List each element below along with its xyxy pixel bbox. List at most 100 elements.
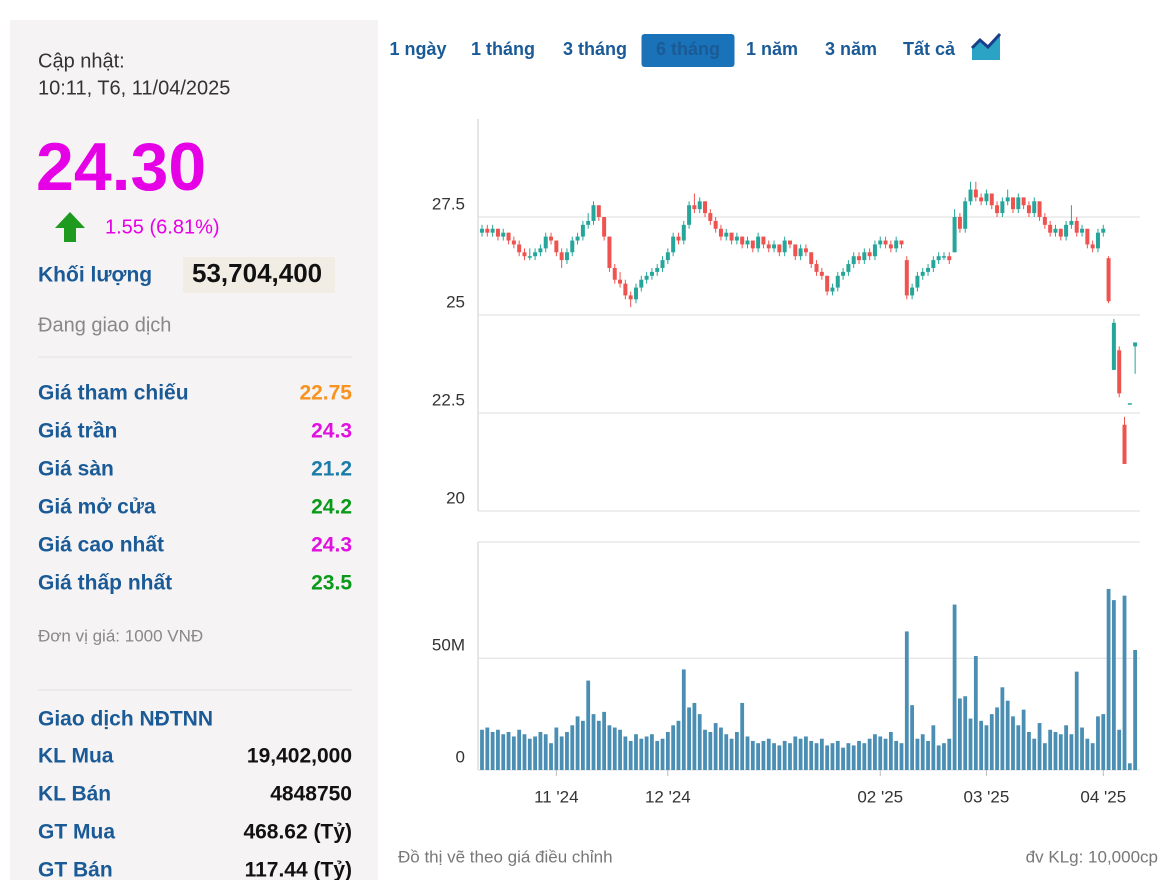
candle-body (782, 240, 787, 253)
candle-body (676, 236, 681, 241)
candle-body (888, 244, 893, 249)
volume-bar (798, 738, 803, 770)
volume-bar (1085, 738, 1090, 770)
volume-bar (639, 738, 644, 770)
candle-body (655, 267, 660, 272)
x-tick-label: 02 '25 (857, 787, 903, 806)
volume-bar (681, 669, 686, 770)
candle-body (878, 240, 883, 245)
volume-bar (687, 707, 691, 770)
volume-bar (809, 740, 814, 770)
volume-bar (533, 736, 537, 770)
candle-body (1080, 228, 1085, 233)
volume-bar (942, 743, 946, 770)
candle-body (485, 228, 490, 233)
volume-bar (1074, 671, 1079, 770)
tab[interactable]: 3 tháng (563, 39, 627, 59)
candle-body (1106, 258, 1111, 302)
candle-body (947, 256, 952, 261)
volume-bar (830, 743, 835, 770)
tab[interactable]: Tất cả (903, 39, 956, 59)
candle-body (750, 240, 755, 249)
volume-bar (506, 732, 511, 770)
stat-label: Giá tham chiếu (38, 382, 189, 405)
volume-bar (1080, 727, 1084, 770)
tab-active-bg[interactable] (641, 34, 735, 67)
chart-icon[interactable] (970, 32, 1002, 60)
tab[interactable]: 1 ngày (389, 39, 446, 59)
candle-body (575, 236, 580, 241)
y-tick-label: 27.5 (432, 194, 465, 213)
volume-bar (1037, 723, 1042, 770)
candle-body (995, 205, 1000, 214)
candle-body (729, 232, 734, 241)
volume-bar (904, 631, 909, 770)
status: Đang giao dịch (38, 314, 171, 336)
volume-bar (559, 736, 564, 770)
candle-body (692, 205, 697, 210)
volume-bar (1021, 709, 1026, 770)
y-tick-label: 22.5 (432, 390, 465, 409)
volume-bar (1048, 729, 1053, 770)
candle-body (1037, 201, 1042, 217)
volume-bar (517, 729, 522, 770)
candle-body (559, 252, 564, 261)
volume-bar (825, 745, 830, 770)
stat-label: Giá sàn (38, 458, 114, 481)
unit-note: Đơn vị giá: 1000 VNĐ (38, 626, 203, 645)
tab[interactable]: 1 tháng (471, 39, 535, 59)
candle-body (718, 228, 723, 237)
foreign-value: 19,402,000 (247, 745, 352, 768)
tab[interactable]: 6 tháng (656, 39, 720, 59)
candle-body (952, 217, 957, 253)
candle-body (936, 256, 941, 261)
candle-body (926, 267, 931, 272)
tab[interactable]: 1 năm (746, 39, 798, 59)
volume-bar (772, 743, 776, 770)
foreign-label: GT Mua (38, 821, 115, 844)
tab[interactable]: 3 năm (825, 39, 877, 59)
stat-label: Giá thấp nhất (38, 572, 172, 595)
up-arrow (55, 212, 85, 242)
volume-unit: đv KLg: 10,000cp (1026, 847, 1158, 866)
candle-body (745, 240, 750, 245)
volume-bar (745, 736, 750, 770)
candle-body (1133, 342, 1138, 347)
volume-bar (708, 732, 713, 770)
candle-body (639, 279, 644, 288)
candle-body (1111, 322, 1116, 370)
candle-body (570, 240, 575, 253)
candle-body (803, 248, 808, 253)
volume-bar (793, 736, 798, 770)
price-change: 1.55 (6.81%) (105, 216, 220, 238)
volume-bar (719, 727, 723, 770)
candle-body (602, 217, 607, 237)
volume-bar (899, 743, 904, 770)
candle-body (1127, 403, 1132, 405)
volume-bar (846, 743, 851, 770)
candle-body (883, 240, 888, 245)
candle-body (480, 228, 484, 233)
candle-body (1074, 220, 1079, 233)
candle-body (979, 197, 984, 202)
candle-body (809, 252, 814, 265)
candle-body (841, 271, 846, 276)
volume-bar (612, 727, 617, 770)
volume-bar (665, 732, 670, 770)
candle-body (851, 256, 856, 265)
candle-body (867, 252, 872, 257)
volume-bar (602, 711, 607, 770)
volume-bar (1122, 595, 1127, 770)
volume-bar (1117, 729, 1122, 770)
volume-bar (650, 734, 654, 770)
candle-body (1048, 224, 1053, 233)
volume-bar (1096, 716, 1100, 770)
candle-body (564, 252, 569, 261)
volume-value: 53,704,400 (192, 258, 322, 288)
volume-bar (862, 743, 867, 770)
volume-bar (973, 656, 978, 770)
volume-bar (910, 705, 915, 770)
candle-body (899, 240, 904, 245)
volume-bar (873, 734, 877, 770)
